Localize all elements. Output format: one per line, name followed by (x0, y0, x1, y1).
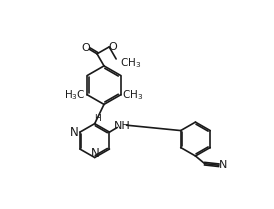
Text: NH: NH (113, 121, 130, 131)
Text: N: N (219, 160, 227, 170)
Text: O: O (81, 43, 90, 54)
Text: H: H (94, 114, 100, 123)
Text: CH$_3$: CH$_3$ (122, 89, 144, 102)
Text: N: N (70, 126, 79, 139)
Text: O: O (109, 42, 118, 52)
Text: CH$_3$: CH$_3$ (120, 56, 142, 70)
Text: H$_3$C: H$_3$C (64, 89, 86, 102)
Text: N: N (91, 147, 100, 160)
